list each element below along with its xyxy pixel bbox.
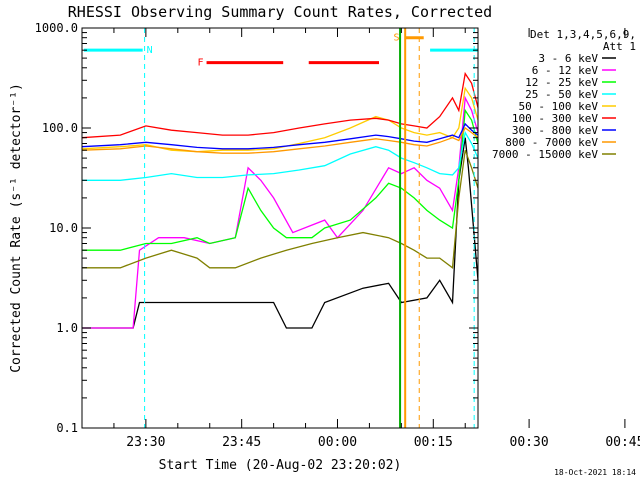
- legend-header-0: Det 1,3,4,5,6,9,: [530, 28, 636, 41]
- legend-label-3: 25 - 50 keV: [525, 88, 598, 101]
- series-line-2: [82, 108, 479, 251]
- legend-label-1: 6 - 12 keV: [532, 64, 599, 77]
- series-line-5: [81, 71, 479, 139]
- x-axis-label: Start Time (20-Aug-02 23:20:02): [159, 458, 402, 473]
- legend-label-6: 300 - 800 keV: [512, 124, 598, 137]
- y-axis-label: Corrected Count Rate (s⁻¹ detector⁻¹): [9, 83, 24, 373]
- legend-label-2: 12 - 25 keV: [525, 76, 598, 89]
- timestamp: 18-Oct-2021 18:14: [554, 468, 636, 477]
- legend-label-4: 50 - 100 keV: [519, 100, 599, 113]
- legend-label-0: 3 - 6 keV: [538, 52, 598, 65]
- chart-title: RHESSI Observing Summary Count Rates, Co…: [68, 3, 492, 21]
- x-tick-label-0: 23:30: [126, 435, 165, 450]
- legend-header-1: Att 1: [603, 40, 636, 53]
- plot-area: N F S: [81, 28, 479, 428]
- y-tick-label-3: 100.0: [42, 121, 78, 135]
- x-tick-label-4: 00:30: [510, 435, 549, 450]
- series-line-4: [81, 86, 479, 153]
- annotation-label-1: F: [198, 58, 204, 69]
- series-line-3: [82, 130, 479, 181]
- x-tick-label-3: 00:15: [414, 435, 453, 450]
- annotation-label-0: N: [147, 45, 153, 56]
- legend-label-8: 7000 - 15000 keV: [492, 148, 598, 161]
- series-line-6: [81, 122, 479, 150]
- y-tick-label-4: 1000.0: [35, 21, 78, 35]
- plot-frame: [81, 27, 479, 429]
- annotation-label-2: S: [394, 33, 400, 44]
- series-line-7: [81, 127, 479, 154]
- x-tick-label-1: 23:45: [222, 435, 261, 450]
- legend-label-5: 100 - 300 keV: [512, 112, 598, 125]
- legend-label-7: 800 - 7000 keV: [505, 136, 598, 149]
- y-tick-label-1: 1.0: [56, 321, 78, 335]
- series-line-1: [82, 95, 479, 329]
- series-line-8: [82, 149, 479, 270]
- x-tick-label-2: 00:00: [318, 435, 357, 450]
- x-tick-label-5: 00:45: [605, 435, 640, 450]
- axes: 0.1 1.0 10.0 100.0 1000.0 23:30 23:45 00:00 00:1…: [35, 21, 640, 450]
- y-tick-label-0: 0.1: [56, 421, 78, 435]
- y-tick-label-2: 10.0: [49, 221, 78, 235]
